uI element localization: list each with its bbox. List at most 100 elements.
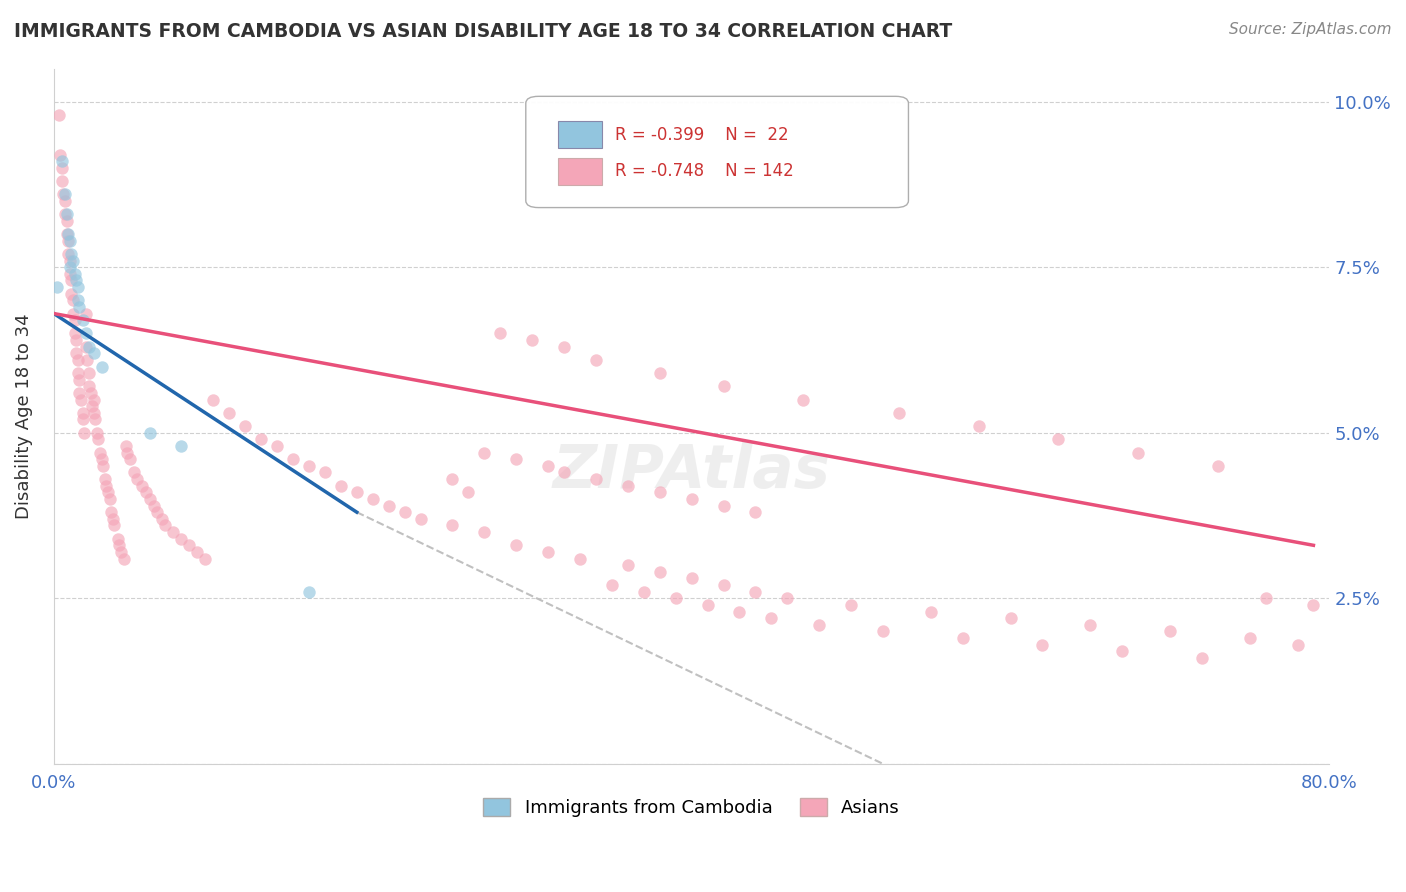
Point bbox=[108, 538, 131, 552]
Point bbox=[1047, 433, 1070, 447]
Y-axis label: Disability Age 18 to 34: Disability Age 18 to 34 bbox=[15, 313, 32, 519]
Point bbox=[681, 491, 703, 506]
Point bbox=[62, 306, 84, 320]
Point bbox=[744, 505, 766, 519]
Point bbox=[298, 458, 321, 473]
Point bbox=[98, 491, 121, 506]
Point bbox=[665, 591, 688, 606]
Point bbox=[537, 458, 560, 473]
Point bbox=[346, 485, 368, 500]
Point bbox=[776, 591, 799, 606]
Point bbox=[872, 624, 894, 639]
Point bbox=[67, 373, 90, 387]
Point bbox=[107, 532, 129, 546]
Point bbox=[82, 399, 104, 413]
Point bbox=[808, 617, 831, 632]
Point bbox=[250, 433, 273, 447]
Point bbox=[52, 187, 75, 202]
Point bbox=[115, 445, 138, 459]
Point bbox=[94, 472, 117, 486]
Point bbox=[952, 631, 974, 645]
Text: IMMIGRANTS FROM CAMBODIA VS ASIAN DISABILITY AGE 18 TO 34 CORRELATION CHART: IMMIGRANTS FROM CAMBODIA VS ASIAN DISABI… bbox=[14, 22, 952, 41]
Point bbox=[73, 425, 96, 440]
Point bbox=[744, 584, 766, 599]
Point bbox=[728, 605, 751, 619]
Point bbox=[146, 505, 169, 519]
Point bbox=[887, 406, 910, 420]
Point bbox=[1239, 631, 1261, 645]
Point bbox=[1126, 445, 1149, 459]
Text: ZIPAtlas: ZIPAtlas bbox=[553, 442, 831, 501]
Point bbox=[75, 340, 97, 354]
Point bbox=[1031, 638, 1053, 652]
Point bbox=[131, 479, 153, 493]
Point bbox=[112, 551, 135, 566]
Point bbox=[55, 214, 77, 228]
Point bbox=[281, 452, 304, 467]
Point bbox=[170, 439, 193, 453]
Point bbox=[505, 538, 527, 552]
Point bbox=[648, 485, 671, 500]
Point bbox=[472, 524, 495, 539]
Point bbox=[441, 518, 464, 533]
Point bbox=[49, 147, 72, 161]
Point bbox=[472, 445, 495, 459]
Point bbox=[76, 352, 98, 367]
Point bbox=[63, 267, 86, 281]
Point bbox=[84, 412, 107, 426]
Point bbox=[179, 538, 201, 552]
Point bbox=[63, 326, 86, 341]
Point bbox=[122, 466, 145, 480]
Point bbox=[553, 340, 575, 354]
Point bbox=[90, 359, 112, 374]
Point bbox=[110, 545, 132, 559]
Point bbox=[53, 187, 76, 202]
Point bbox=[59, 260, 82, 275]
Point bbox=[1159, 624, 1181, 639]
Point bbox=[1191, 651, 1213, 665]
Point bbox=[87, 433, 110, 447]
Text: Source: ZipAtlas.com: Source: ZipAtlas.com bbox=[1229, 22, 1392, 37]
Point bbox=[51, 154, 73, 169]
Point bbox=[55, 227, 77, 241]
Point bbox=[600, 578, 623, 592]
Point bbox=[120, 452, 142, 467]
Point bbox=[83, 392, 105, 407]
Point bbox=[60, 286, 83, 301]
Point bbox=[83, 346, 105, 360]
Point bbox=[585, 352, 607, 367]
Point bbox=[314, 466, 336, 480]
Bar bbox=[558, 120, 602, 148]
Text: R = -0.748    N = 142: R = -0.748 N = 142 bbox=[614, 162, 794, 180]
Point bbox=[713, 578, 735, 592]
Point bbox=[394, 505, 416, 519]
Point bbox=[617, 479, 640, 493]
Point bbox=[1286, 638, 1309, 652]
Point bbox=[409, 512, 432, 526]
Point bbox=[585, 472, 607, 486]
Point bbox=[77, 366, 100, 380]
Point bbox=[53, 207, 76, 221]
Point bbox=[96, 479, 118, 493]
Point bbox=[65, 346, 87, 360]
Point bbox=[143, 499, 166, 513]
Point bbox=[46, 280, 69, 294]
Point bbox=[53, 194, 76, 208]
Point bbox=[1302, 598, 1324, 612]
Point bbox=[489, 326, 512, 341]
Point bbox=[100, 505, 122, 519]
Point bbox=[1206, 458, 1229, 473]
Point bbox=[62, 253, 84, 268]
Point bbox=[67, 300, 90, 314]
Point bbox=[162, 524, 184, 539]
Point bbox=[114, 439, 136, 453]
Point bbox=[505, 452, 527, 467]
Point bbox=[55, 207, 77, 221]
Point bbox=[75, 306, 97, 320]
Point bbox=[155, 518, 177, 533]
Point bbox=[457, 485, 479, 500]
Point bbox=[101, 512, 124, 526]
Point bbox=[520, 333, 543, 347]
Point bbox=[65, 273, 87, 287]
Point bbox=[713, 499, 735, 513]
